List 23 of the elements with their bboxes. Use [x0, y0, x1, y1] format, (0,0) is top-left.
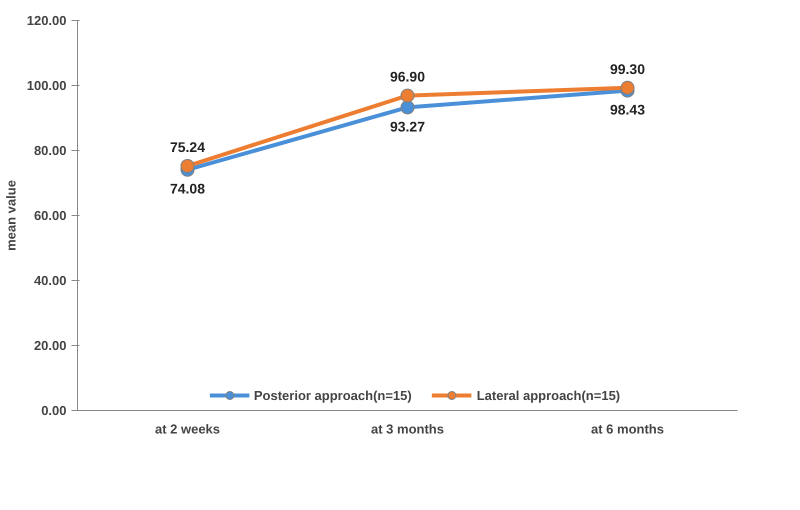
- x-tick-label: at 3 months: [371, 422, 444, 436]
- data-label: 96.90: [390, 68, 426, 85]
- data-label: 99.30: [610, 60, 646, 77]
- data-label: 75.24: [170, 138, 206, 155]
- y-tick-label: 20.00: [34, 338, 67, 353]
- point: [400, 88, 414, 103]
- x-tick-label: at 6 months: [591, 422, 664, 436]
- data-label: 74.08: [170, 180, 206, 197]
- y-tick-label: 80.00: [34, 143, 67, 158]
- point: [620, 80, 634, 95]
- y-tick-label: 0.00: [41, 403, 67, 418]
- y-tick-label: 60.00: [34, 208, 67, 223]
- legend-label: Posterior approach(n=15): [254, 388, 412, 402]
- y-tick-label: 100.00: [26, 78, 67, 93]
- data-label: 98.43: [610, 102, 646, 118]
- point: [180, 158, 194, 173]
- y-tick-label: 120.00: [26, 13, 67, 28]
- y-axis-title: mean value: [4, 180, 19, 251]
- legend-label: Lateral approach(n=15): [476, 388, 620, 402]
- point: [400, 100, 414, 114]
- data-label: 93.27: [390, 118, 426, 134]
- x-tick-label: at 2 weeks: [154, 422, 220, 436]
- y-tick-label: 40.00: [34, 273, 67, 288]
